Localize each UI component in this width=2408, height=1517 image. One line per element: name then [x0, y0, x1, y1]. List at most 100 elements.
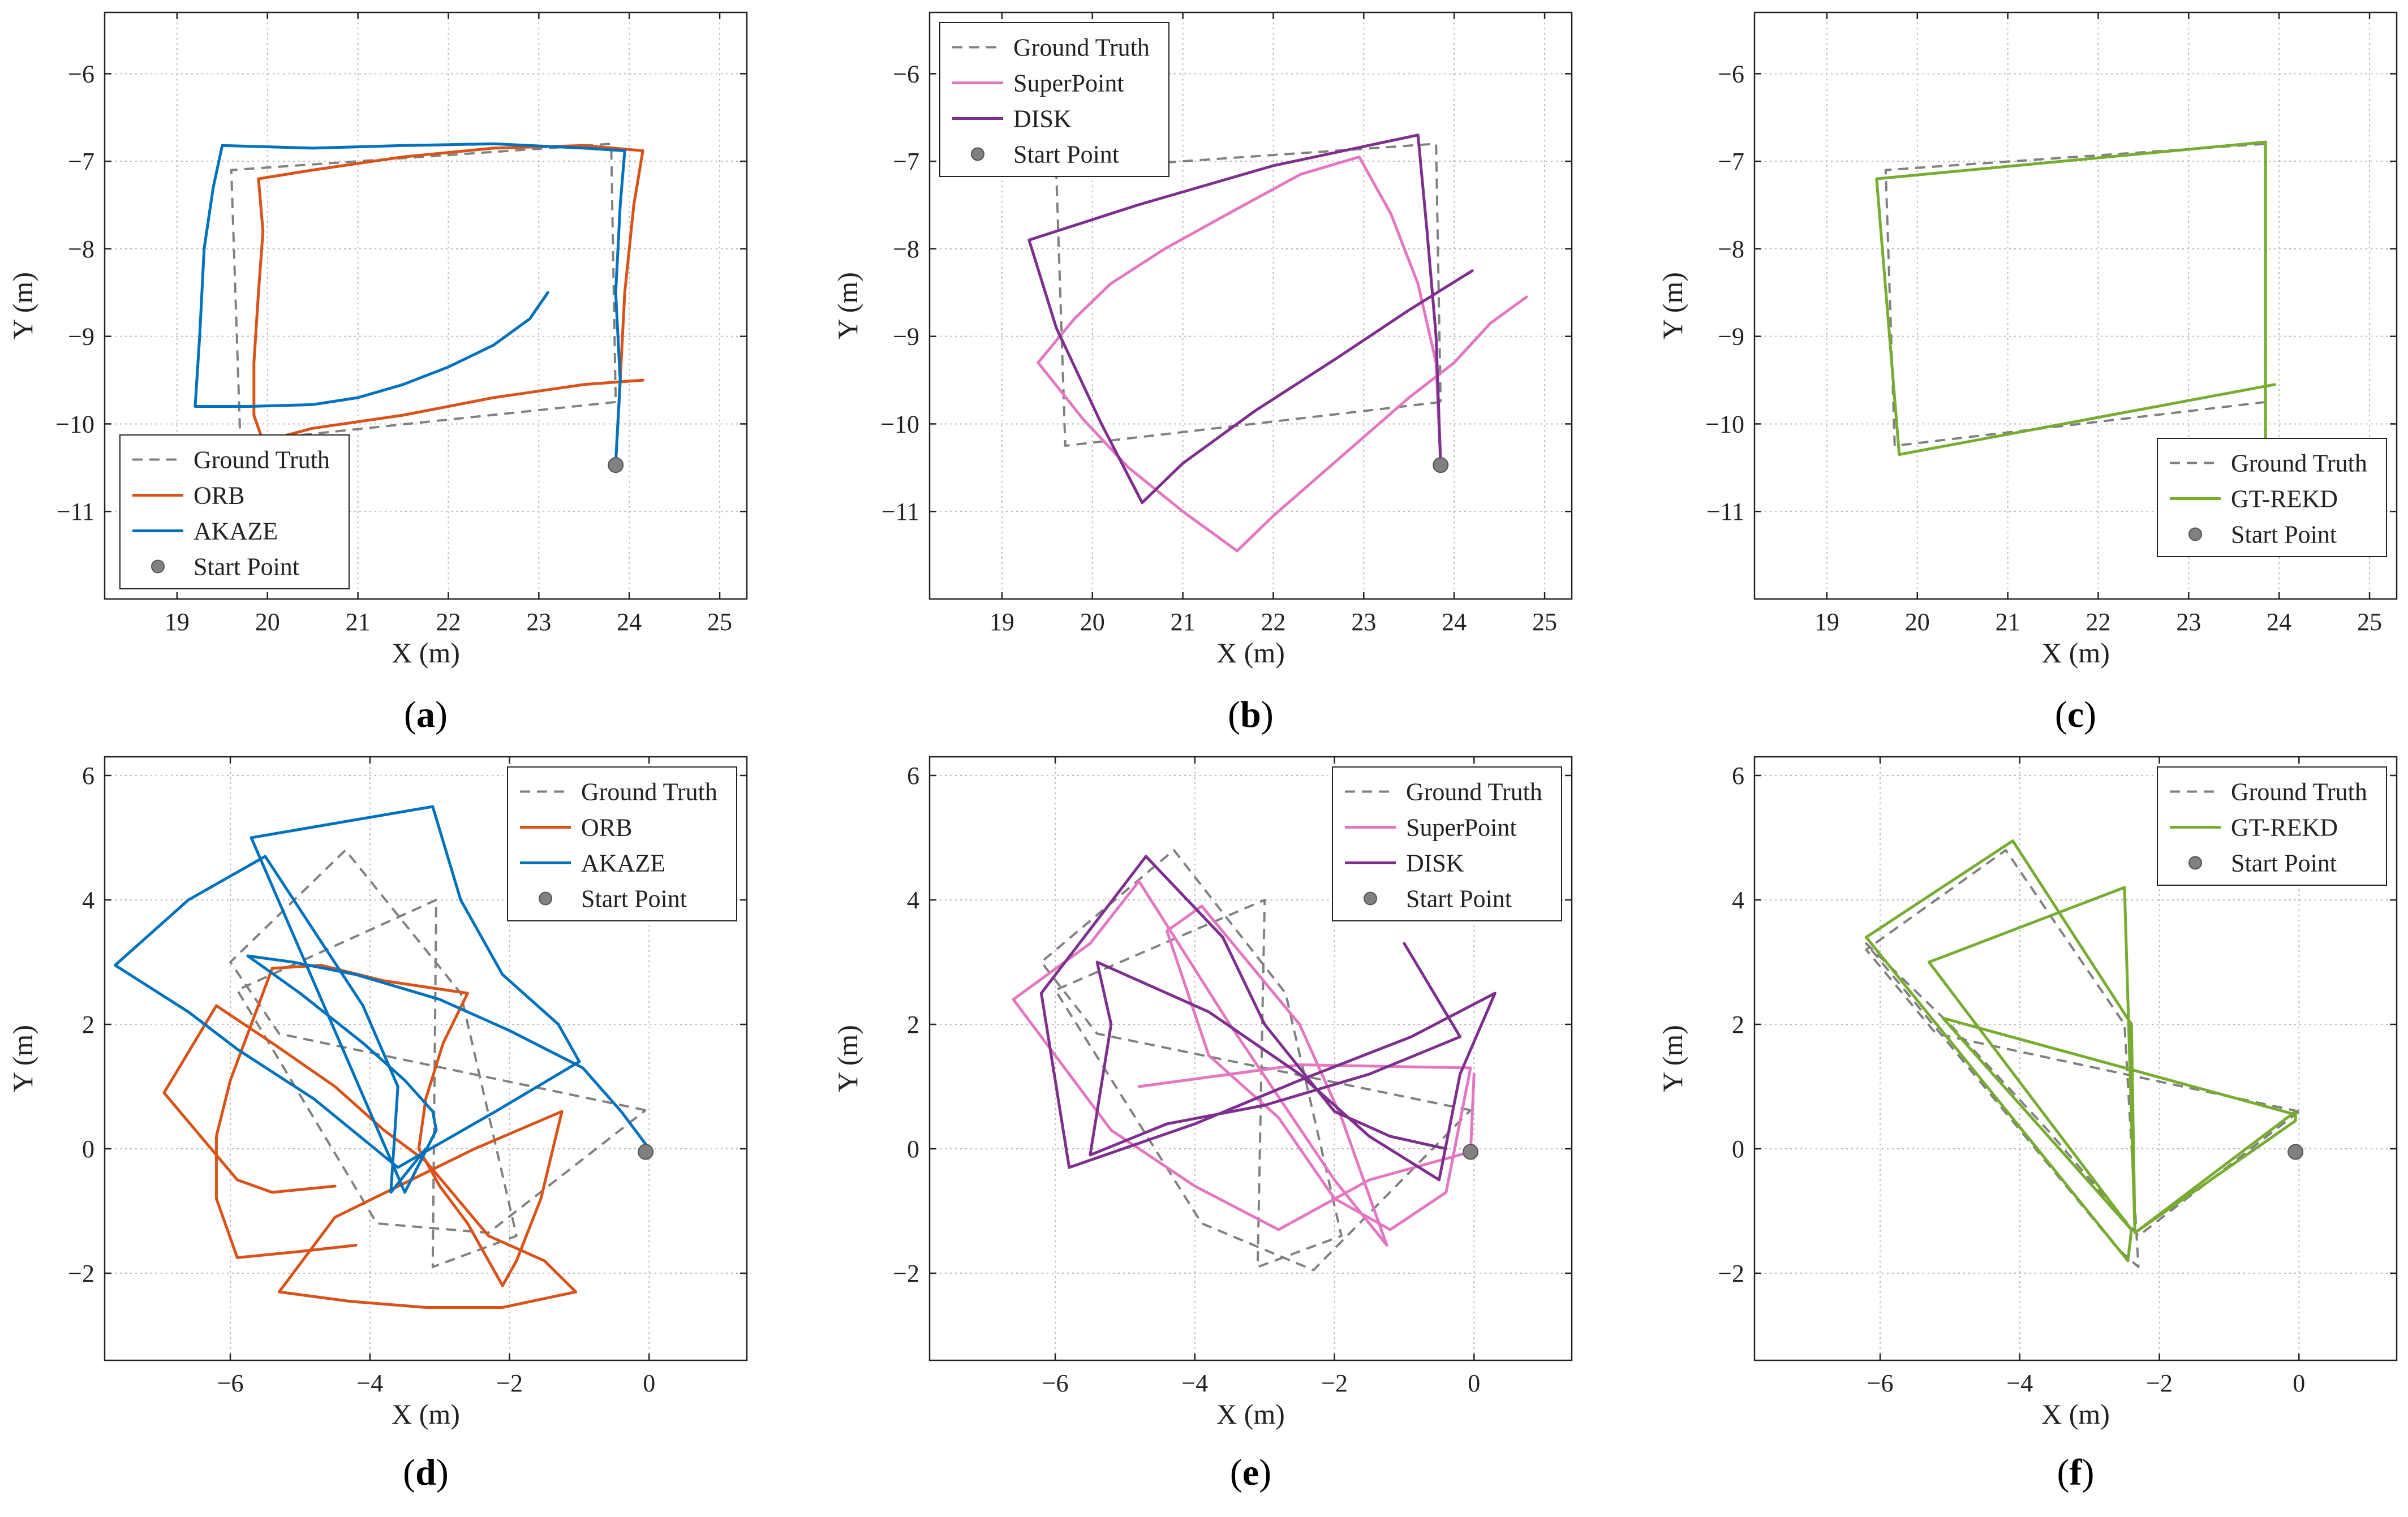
chart-b-series-disk: [1027, 133, 1474, 505]
chart-b-x-tick-label: 25: [1532, 608, 1557, 636]
chart-a-y-tick-label: −11: [57, 498, 94, 525]
chart-a-series-akaze: [194, 142, 626, 465]
chart-d-legend-label-akaze: AKAZE: [581, 850, 665, 877]
chart-e-y-tick-label: −2: [893, 1260, 919, 1287]
chart-a-x-tick-label: 23: [526, 608, 551, 636]
chart-a-legend-label-akaze: AKAZE: [194, 518, 278, 545]
chart-d-x-tick-label: 0: [643, 1369, 655, 1397]
chart-a-caption: (a): [404, 694, 448, 735]
chart-b-y-tick-label: −8: [893, 235, 919, 263]
chart-c-x-tick-label: 25: [2357, 608, 2382, 636]
chart-b-y-axis-label: Y (m): [832, 272, 863, 339]
chart-f-x-tick-label: −2: [2146, 1369, 2173, 1397]
chart-a-axes-box: [104, 11, 748, 600]
chart-d-series-ground-truth: [229, 849, 647, 1268]
chart-b-x-tick-label: 24: [1442, 608, 1467, 636]
chart-a-legend-label-orb: ORB: [194, 482, 244, 510]
chart-c-legend-label-gt-rekd: GT-REKD: [2231, 485, 2338, 513]
chart-d-legend-label-start-point: Start Point: [581, 885, 687, 913]
chart-d-y-tick-label: 0: [82, 1135, 94, 1163]
chart-b: 19 20 21 22 23 24 25 −11 −10 −9 −8 −7 −6 X (m) Y (m) (b…: [832, 11, 1573, 735]
chart-f-axes-box: [1753, 756, 2398, 1361]
chart-e: −6 −4 −2 0 −2 0 2 4 6 X (m) Y (m) (e) Ground Truth Su…: [832, 756, 1573, 1493]
chart-e-series-superpoint: [1012, 880, 1476, 1247]
chart-d-legend: Ground Truth ORB AKAZE Start Point: [507, 766, 737, 921]
chart-b-x-tick-label: 22: [1261, 608, 1285, 636]
chart-d-x-axis-label: X (m): [392, 1398, 460, 1430]
chart-e-legend-label-ground-truth: Ground Truth: [1406, 778, 1542, 806]
chart-f-legend-swatch-start-point: [2188, 856, 2202, 870]
chart-a-y-tick-label: −9: [68, 323, 94, 351]
chart-a-y-tick-label: −10: [55, 410, 94, 438]
chart-d-axes-box: [104, 756, 748, 1361]
chart-f-series-ground-truth: [1865, 849, 2300, 1268]
chart-a-x-tick-label: 19: [165, 608, 190, 636]
chart-e-x-tick-label: −4: [1181, 1369, 1208, 1397]
chart-e-series-ground-truth: [1040, 849, 1472, 1272]
chart-e-caption: (e): [1230, 1452, 1271, 1493]
chart-f-x-tick-label: −4: [2006, 1369, 2033, 1397]
chart-e-series-disk: [1039, 855, 1497, 1182]
chart-e-legend-label-start-point: Start Point: [1406, 885, 1512, 913]
chart-e-start-point-marker: [1463, 1144, 1479, 1160]
chart-a-y-tick-label: −7: [68, 148, 94, 175]
chart-c-x-tick-label: 19: [1814, 608, 1839, 636]
chart-d-start-point-marker: [638, 1144, 654, 1160]
chart-d: −6 −4 −2 0 −2 0 2 4 6 X (m) Y (m) (d) Ground Truth OR…: [7, 756, 748, 1493]
chart-b-legend-label-ground-truth: Ground Truth: [1013, 34, 1150, 62]
chart-e-legend-label-disk: DISK: [1406, 850, 1464, 877]
chart-e-x-tick-label: −6: [1042, 1369, 1069, 1397]
chart-c-x-tick-label: 20: [1905, 608, 1930, 636]
chart-a-series-ground-truth: [230, 143, 617, 443]
chart-c-x-tick-label: 24: [2267, 608, 2291, 636]
chart-a-legend-label-ground-truth: Ground Truth: [194, 446, 330, 474]
chart-b-x-axis-label: X (m): [1216, 637, 1285, 669]
chart-b-caption: (b): [1228, 694, 1274, 735]
chart-b-legend-label-disk: DISK: [1013, 105, 1072, 133]
chart-e-y-tick-label: 2: [907, 1011, 919, 1038]
chart-c-x-axis-label: X (m): [2041, 637, 2110, 669]
chart-a-legend: Ground Truth ORB AKAZE Start Point: [119, 434, 350, 589]
chart-b-y-tick-label: −11: [882, 498, 919, 525]
chart-a-legend-swatch-start-point: [151, 559, 165, 574]
chart-a-x-tick-label: 22: [436, 608, 461, 636]
chart-c-x-tick-label: 21: [1996, 608, 2020, 636]
chart-a-start-point-marker: [608, 457, 624, 473]
chart-a-legend-label-start-point: Start Point: [194, 553, 299, 581]
chart-d-legend-label-orb: ORB: [581, 814, 632, 842]
chart-d-legend-swatch-start-point: [539, 891, 552, 906]
chart-f-caption-letter: f: [2070, 1452, 2083, 1493]
chart-f-series-gt-rekd: [1864, 839, 2297, 1262]
chart-b-x-tick-label: 21: [1171, 608, 1196, 636]
chart-d-caption: (d): [403, 1452, 449, 1493]
chart-b-x-tick-label: 23: [1351, 608, 1376, 636]
chart-f-y-tick-label: 6: [1732, 762, 1744, 790]
chart-c-caption-letter: c: [2067, 694, 2084, 735]
chart-c-caption: (c): [2055, 694, 2096, 735]
chart-a-x-axis-label: X (m): [392, 637, 460, 669]
chart-d-x-tick-label: −2: [496, 1369, 523, 1397]
chart-c-y-axis-label: Y (m): [1657, 272, 1688, 339]
chart-e-caption-letter: e: [1242, 1452, 1259, 1493]
chart-a-y-tick-label: −6: [68, 60, 94, 88]
chart-f-legend-label-ground-truth: Ground Truth: [2231, 778, 2367, 806]
chart-c-series-gt-rekd: [1875, 140, 2276, 465]
chart-f-legend: Ground Truth GT-REKD Start Point: [2157, 766, 2387, 886]
chart-b-legend: Ground Truth SuperPoint DISK Start Point: [939, 22, 1169, 177]
chart-d-y-tick-label: 2: [82, 1011, 94, 1038]
chart-a: 19 20 21 22 23 24 25 −11 −10 −9 −8 −7 −6 X (m) Y (m) (a…: [7, 11, 748, 735]
chart-f-caption: (f): [2057, 1452, 2095, 1493]
chart-f-y-axis-label: Y (m): [1657, 1025, 1688, 1092]
chart-b-y-tick-label: −6: [893, 60, 919, 88]
chart-a-y-tick-label: −8: [68, 235, 94, 263]
chart-e-legend-label-superpoint: SuperPoint: [1406, 814, 1517, 842]
chart-c-y-tick-label: −9: [1718, 323, 1744, 351]
chart-c-x-tick-label: 23: [2176, 608, 2201, 636]
chart-f-y-tick-label: 4: [1732, 886, 1744, 914]
chart-a-x-tick-label: 24: [617, 608, 642, 636]
chart-b-legend-swatch-start-point: [971, 147, 984, 161]
chart-d-x-tick-label: −6: [217, 1369, 244, 1397]
chart-c-y-tick-label: −8: [1718, 235, 1744, 263]
chart-c-y-tick-label: −11: [1706, 498, 1744, 525]
chart-c-legend-label-start-point: Start Point: [2231, 521, 2337, 549]
